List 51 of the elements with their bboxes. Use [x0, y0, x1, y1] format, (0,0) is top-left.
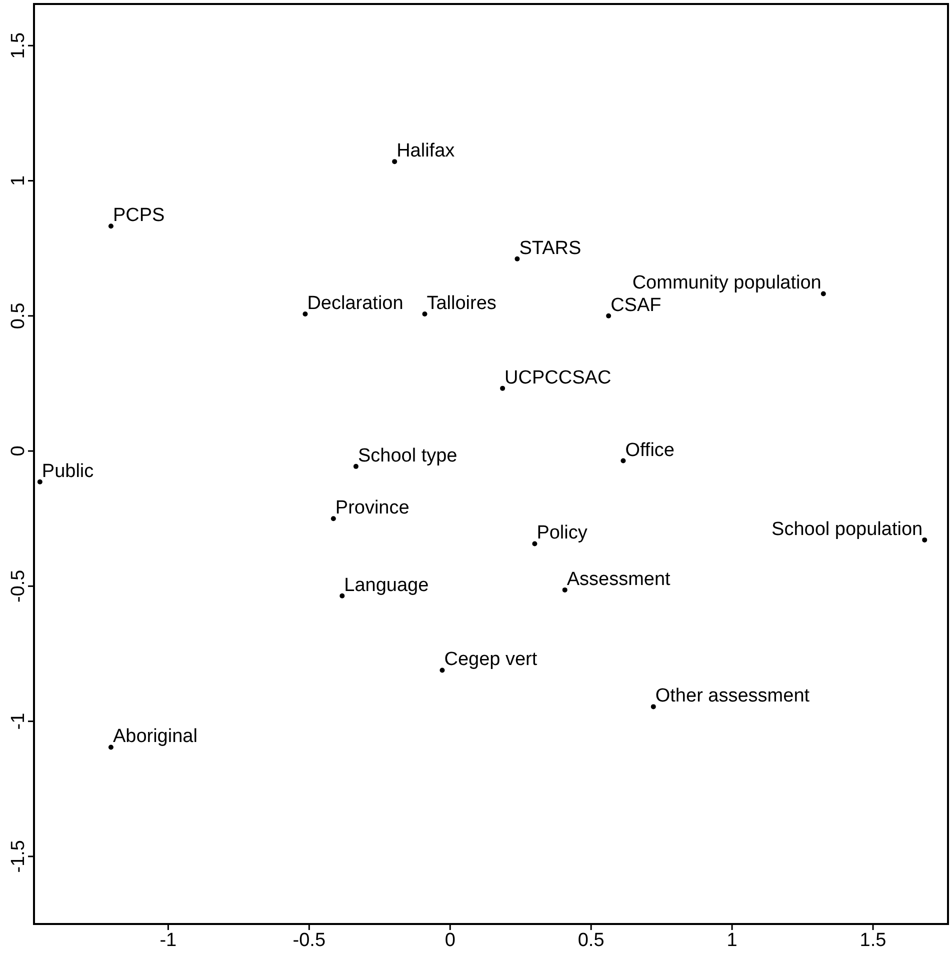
point: [108, 224, 114, 229]
y-tick-label: 0: [8, 446, 29, 456]
point: [302, 312, 308, 316]
annotation: UCPCCSAC: [504, 367, 612, 388]
annotation: Language: [344, 574, 429, 596]
point: [500, 386, 506, 391]
annotation: Halifax: [396, 140, 456, 162]
annotation: Policy: [536, 522, 588, 544]
x-tick-label: 0.5: [578, 930, 604, 951]
y-tick-label: 1.5: [8, 32, 29, 59]
y-tick-label: 0.5: [8, 302, 29, 330]
annotation: Other assessment: [655, 686, 810, 707]
x-tick-label: 1: [726, 930, 738, 951]
point: [353, 464, 358, 469]
point: [562, 587, 568, 592]
x-tick-label: 1.5: [860, 930, 886, 951]
annotation: STARS: [519, 238, 582, 259]
annotation: Province: [335, 498, 410, 519]
point: [820, 291, 826, 296]
point: [650, 704, 656, 710]
annotation: Talloires: [426, 293, 496, 314]
x-tick-label: -0.5: [292, 930, 326, 951]
point: [422, 312, 428, 316]
y-tick-label: 1: [8, 175, 29, 186]
annotation: Cegep vert: [444, 649, 538, 670]
point: [922, 537, 928, 542]
y-tick-label: -1.5: [8, 840, 29, 873]
point: [330, 516, 336, 522]
annotation: Aboriginal: [112, 726, 198, 748]
point: [514, 256, 520, 262]
annotation: Community population: [632, 272, 822, 294]
annotation: Assessment: [566, 568, 672, 590]
annotation: CSAF: [610, 294, 662, 316]
annotation: Office: [625, 440, 675, 461]
point: [440, 668, 445, 673]
y-tick-label: -0.5: [8, 570, 29, 603]
point: [620, 458, 626, 464]
annotation: PCPS: [112, 205, 165, 226]
point: [532, 541, 538, 546]
point: [340, 593, 345, 598]
point: [108, 744, 114, 750]
x-tick-label: -1: [160, 930, 177, 951]
point: [392, 159, 398, 164]
annotation: Declaration: [307, 293, 404, 314]
annotation: Public: [42, 460, 94, 482]
point: [606, 313, 612, 318]
x-tick-label: 0: [444, 930, 456, 951]
point: [37, 479, 42, 484]
y-tick-label: -1: [8, 712, 29, 730]
annotation: School type: [358, 445, 458, 466]
annotation: School population: [772, 518, 923, 540]
